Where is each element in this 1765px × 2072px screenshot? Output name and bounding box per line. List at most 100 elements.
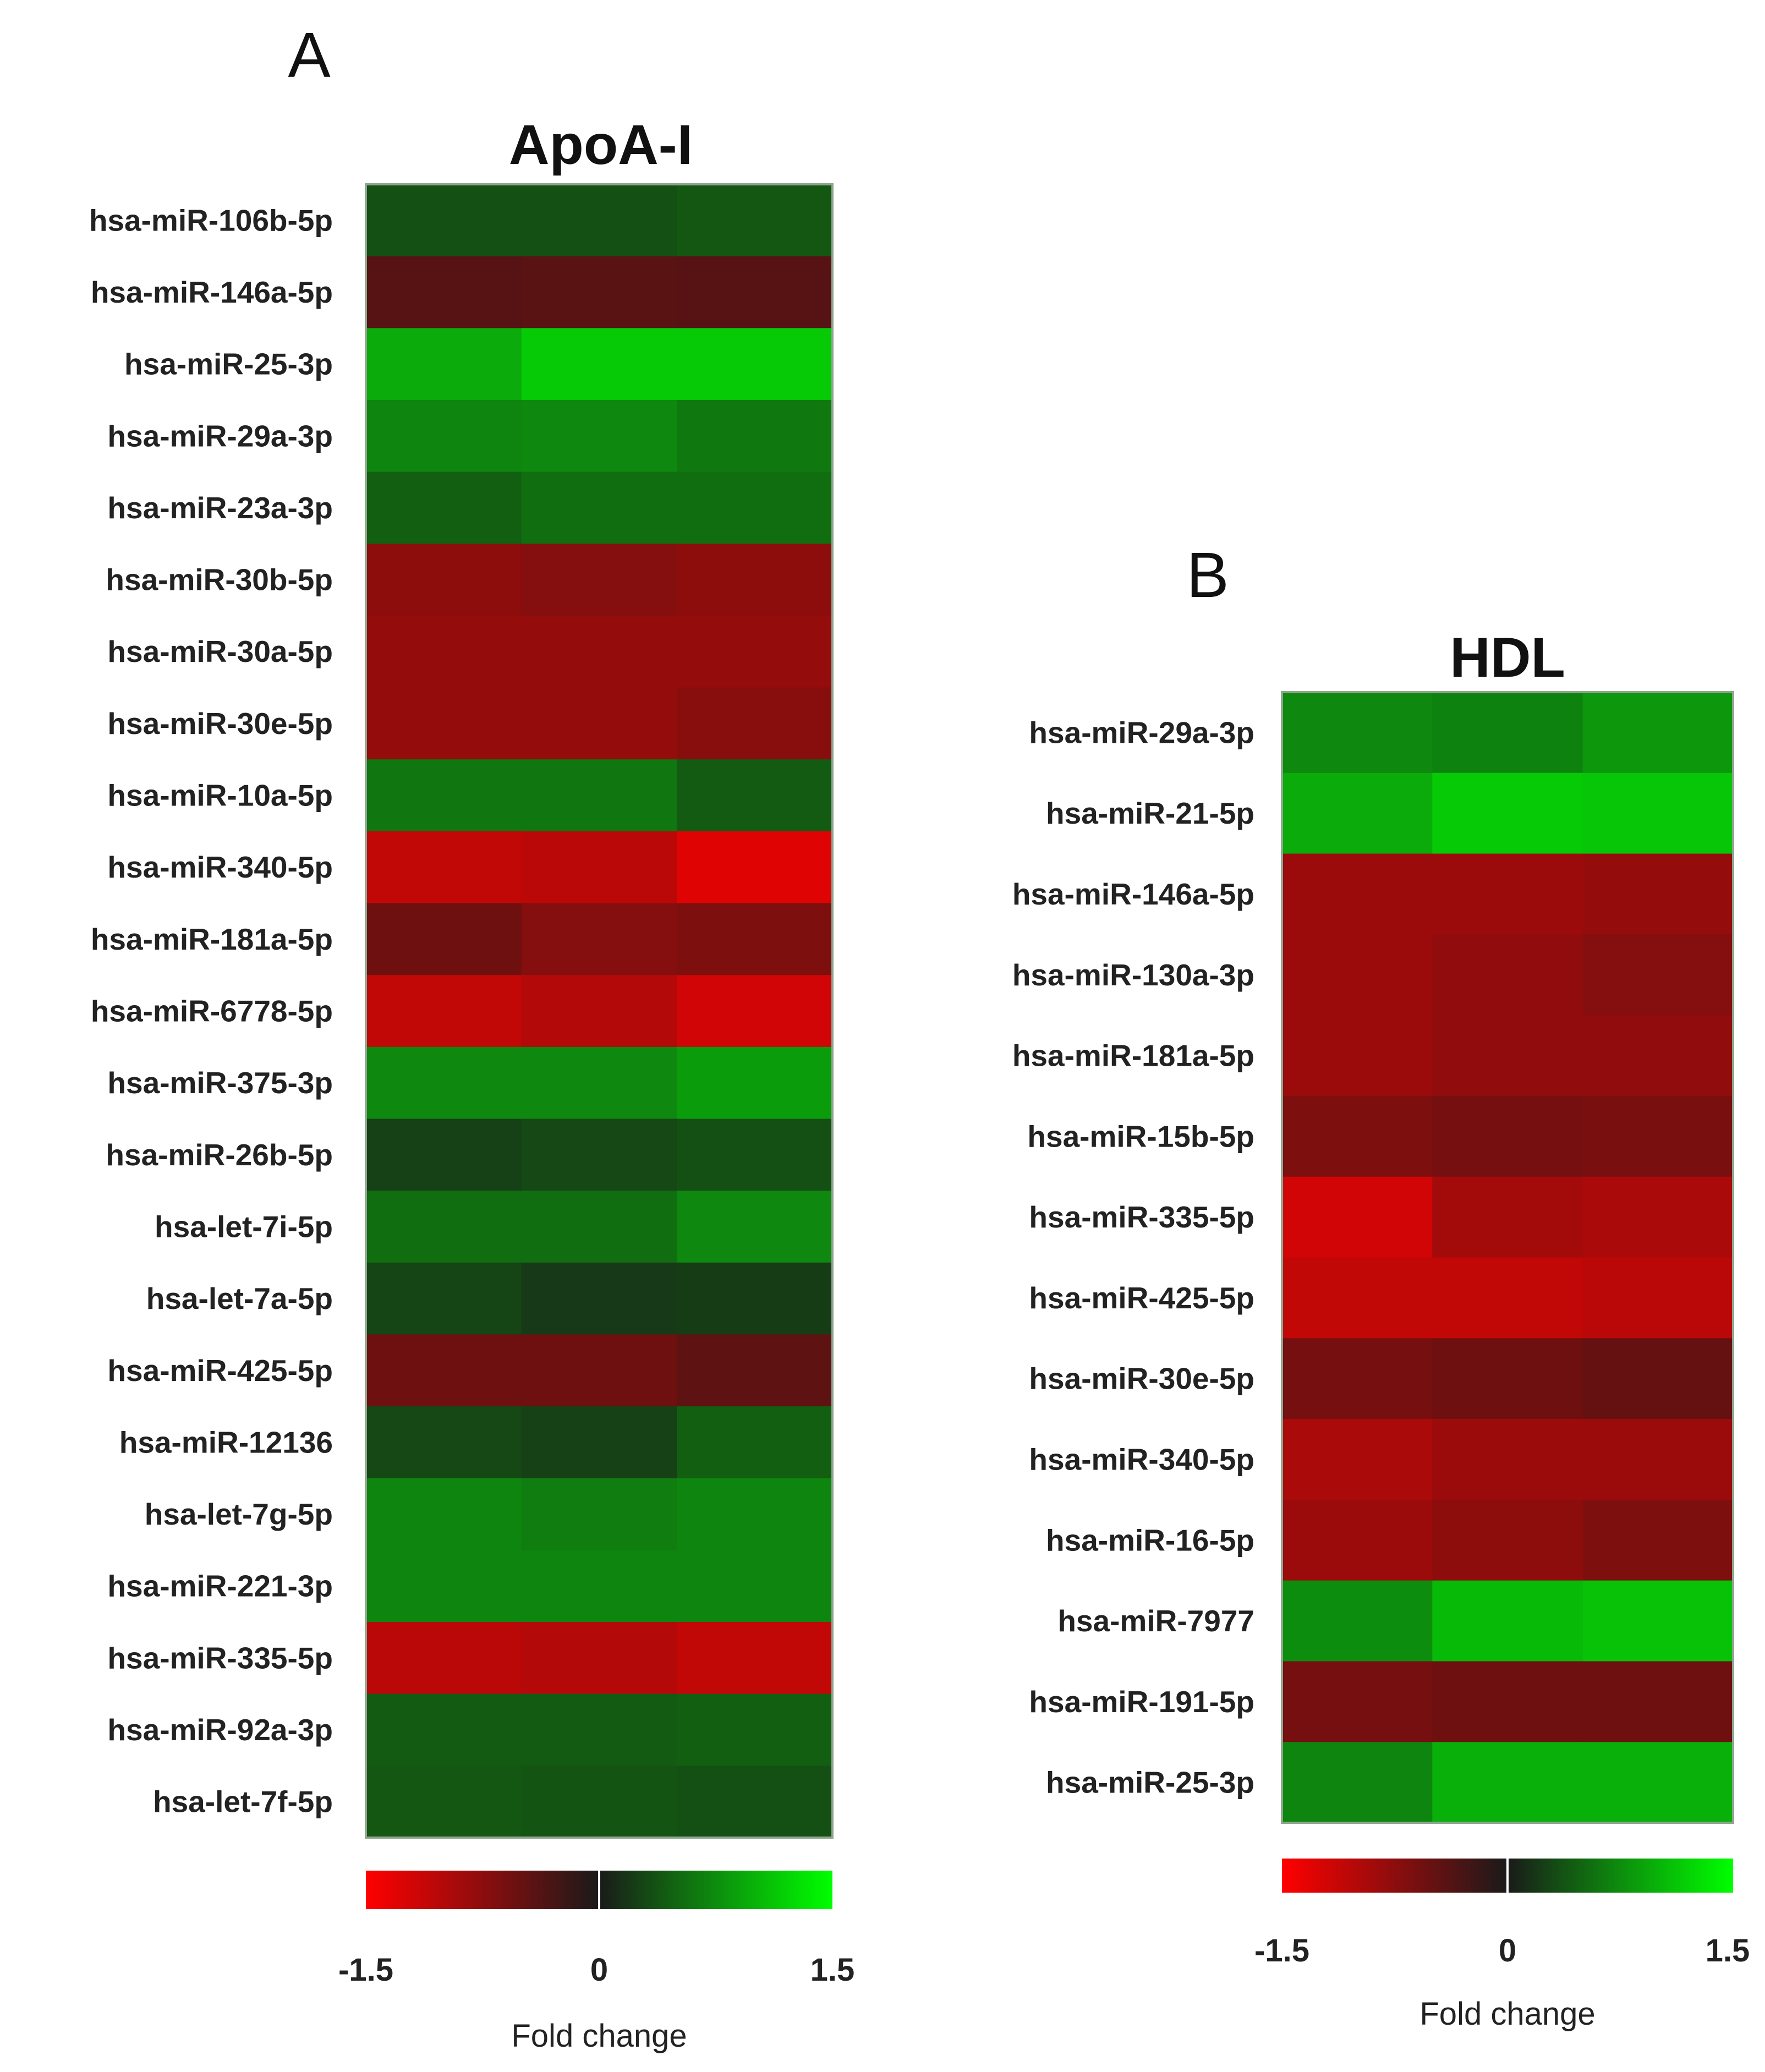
row-label: hsa-miR-15b-5p	[1027, 1119, 1254, 1153]
heatmap-cell	[521, 544, 677, 616]
panel-a-tick-zero: 0	[590, 1952, 608, 1988]
heatmap-cell	[1582, 1580, 1734, 1662]
heatmap-cell	[366, 399, 522, 473]
heatmap-cell	[1282, 1015, 1433, 1097]
heatmap-cell	[1432, 1419, 1583, 1500]
heatmap-cell	[1582, 1742, 1734, 1823]
panel-b-heatmap-cells	[1282, 692, 1734, 1823]
heatmap-cell	[1582, 1661, 1734, 1742]
row-label: hsa-miR-30e-5p	[1029, 1362, 1254, 1396]
row-label: hsa-miR-181a-5p	[91, 922, 333, 956]
heatmap-cell	[366, 472, 522, 544]
panel-b-title: HDL	[1450, 626, 1565, 689]
row-label: hsa-let-7a-5p	[146, 1281, 333, 1315]
heatmap-cell	[521, 1693, 677, 1766]
heatmap-cell	[1432, 853, 1583, 935]
row-label: hsa-miR-16-5p	[1046, 1523, 1254, 1557]
heatmap-cell	[1582, 1257, 1734, 1339]
heatmap-cell	[1582, 853, 1734, 935]
heatmap-cell	[521, 903, 677, 975]
heatmap-cell	[1432, 1661, 1583, 1742]
panel-a-heatmap-cells	[366, 184, 833, 1838]
row-label: hsa-miR-146a-5p	[91, 275, 333, 309]
heatmap-cell	[1582, 1015, 1734, 1097]
heatmap-cell	[677, 1334, 833, 1407]
panel-b-tick-max: 1.5	[1706, 1933, 1750, 1969]
panel-b-colorbar-label: Fold change	[1419, 1996, 1595, 2032]
panel-b-tick-zero: 0	[1499, 1933, 1516, 1969]
heatmap-cell	[366, 1334, 522, 1407]
heatmap-cell	[677, 399, 833, 473]
heatmap-cell	[677, 615, 833, 688]
heatmap-cell	[1582, 772, 1734, 854]
row-label: hsa-miR-26b-5p	[106, 1138, 333, 1172]
heatmap-cell	[1432, 772, 1583, 854]
row-label: hsa-let-7g-5p	[145, 1497, 333, 1531]
heatmap-cell	[677, 1046, 833, 1119]
row-label: hsa-miR-29a-3p	[107, 419, 333, 453]
heatmap-cell	[1282, 1257, 1433, 1339]
row-label: hsa-miR-6778-5p	[91, 994, 333, 1028]
heatmap-cell	[1582, 1176, 1734, 1258]
row-label: hsa-miR-335-5p	[107, 1641, 333, 1675]
heatmap-cell	[1432, 1015, 1583, 1097]
heatmap-cell	[366, 975, 522, 1048]
row-label: hsa-let-7i-5p	[155, 1209, 333, 1243]
panel-b-heatmap-border	[1281, 691, 1734, 1824]
heatmap-cell	[521, 1550, 677, 1622]
heatmap-cell	[521, 184, 677, 257]
row-label: hsa-miR-335-5p	[1029, 1200, 1254, 1234]
heatmap-cell	[677, 687, 833, 760]
panel-a-row-labels: hsa-miR-106b-5p hsa-miR-146a-5p hsa-miR-25…	[89, 203, 333, 1818]
row-label: hsa-miR-29a-3p	[1029, 715, 1254, 749]
heatmap-cell	[521, 759, 677, 832]
heatmap-cell	[521, 256, 677, 328]
heatmap-cell	[677, 831, 833, 904]
heatmap-cell	[366, 1766, 522, 1838]
heatmap-cell	[1282, 772, 1433, 854]
heatmap-cell	[1282, 1580, 1433, 1662]
heatmap-cell	[677, 1119, 833, 1191]
heatmap-cell	[366, 1478, 522, 1550]
panel-a: A ApoA-I hsa-miR-106b-5phsa-miR-146a-5ph…	[89, 19, 854, 2054]
row-label: hsa-miR-191-5p	[1029, 1685, 1254, 1719]
heatmap-cell	[677, 759, 833, 832]
row-label: hsa-miR-130a-3p	[1012, 958, 1254, 992]
heatmap-cell	[521, 399, 677, 473]
heatmap-cell	[1582, 692, 1734, 774]
heatmap-cell	[366, 1622, 522, 1695]
heatmap-cell	[1432, 934, 1583, 1016]
heatmap-cell	[677, 256, 833, 328]
heatmap-cell	[1432, 1257, 1583, 1339]
row-label: hsa-miR-375-3p	[107, 1066, 333, 1100]
panel-a-colorbar-label: Fold change	[511, 2018, 687, 2054]
row-label: hsa-miR-25-3p	[1046, 1766, 1254, 1800]
heatmap-cell	[366, 328, 522, 401]
row-label: hsa-miR-30e-5p	[107, 706, 333, 741]
row-label: hsa-miR-10a-5p	[107, 779, 333, 813]
panel-a-colorbar: -1.5 0 1.5 Fold change	[338, 1871, 854, 2054]
heatmap-cell	[1582, 1095, 1734, 1177]
heatmap-cell	[1282, 1499, 1433, 1581]
row-label: hsa-miR-30b-5p	[106, 563, 333, 597]
heatmap-cell	[521, 831, 677, 904]
panel-a-title: ApoA-I	[509, 113, 693, 176]
heatmap-cell	[1282, 692, 1433, 774]
row-label: hsa-miR-30a-5p	[107, 634, 333, 668]
heatmap-cell	[521, 1191, 677, 1263]
heatmap-cell	[677, 975, 833, 1048]
heatmap-cell	[677, 1406, 833, 1479]
heatmap-cell	[366, 1046, 522, 1119]
heatmap-cell	[521, 1406, 677, 1479]
panel-a-tick-min: -1.5	[338, 1952, 393, 1988]
heatmap-cell	[521, 615, 677, 688]
heatmap-cell	[366, 615, 522, 688]
heatmap-cell	[1282, 1661, 1433, 1742]
heatmap-cell	[521, 1046, 677, 1119]
heatmap-cell	[521, 1766, 677, 1838]
heatmap-cell	[366, 1191, 522, 1263]
heatmap-cell	[366, 1406, 522, 1479]
heatmap-cell	[521, 687, 677, 760]
heatmap-cell	[677, 903, 833, 975]
